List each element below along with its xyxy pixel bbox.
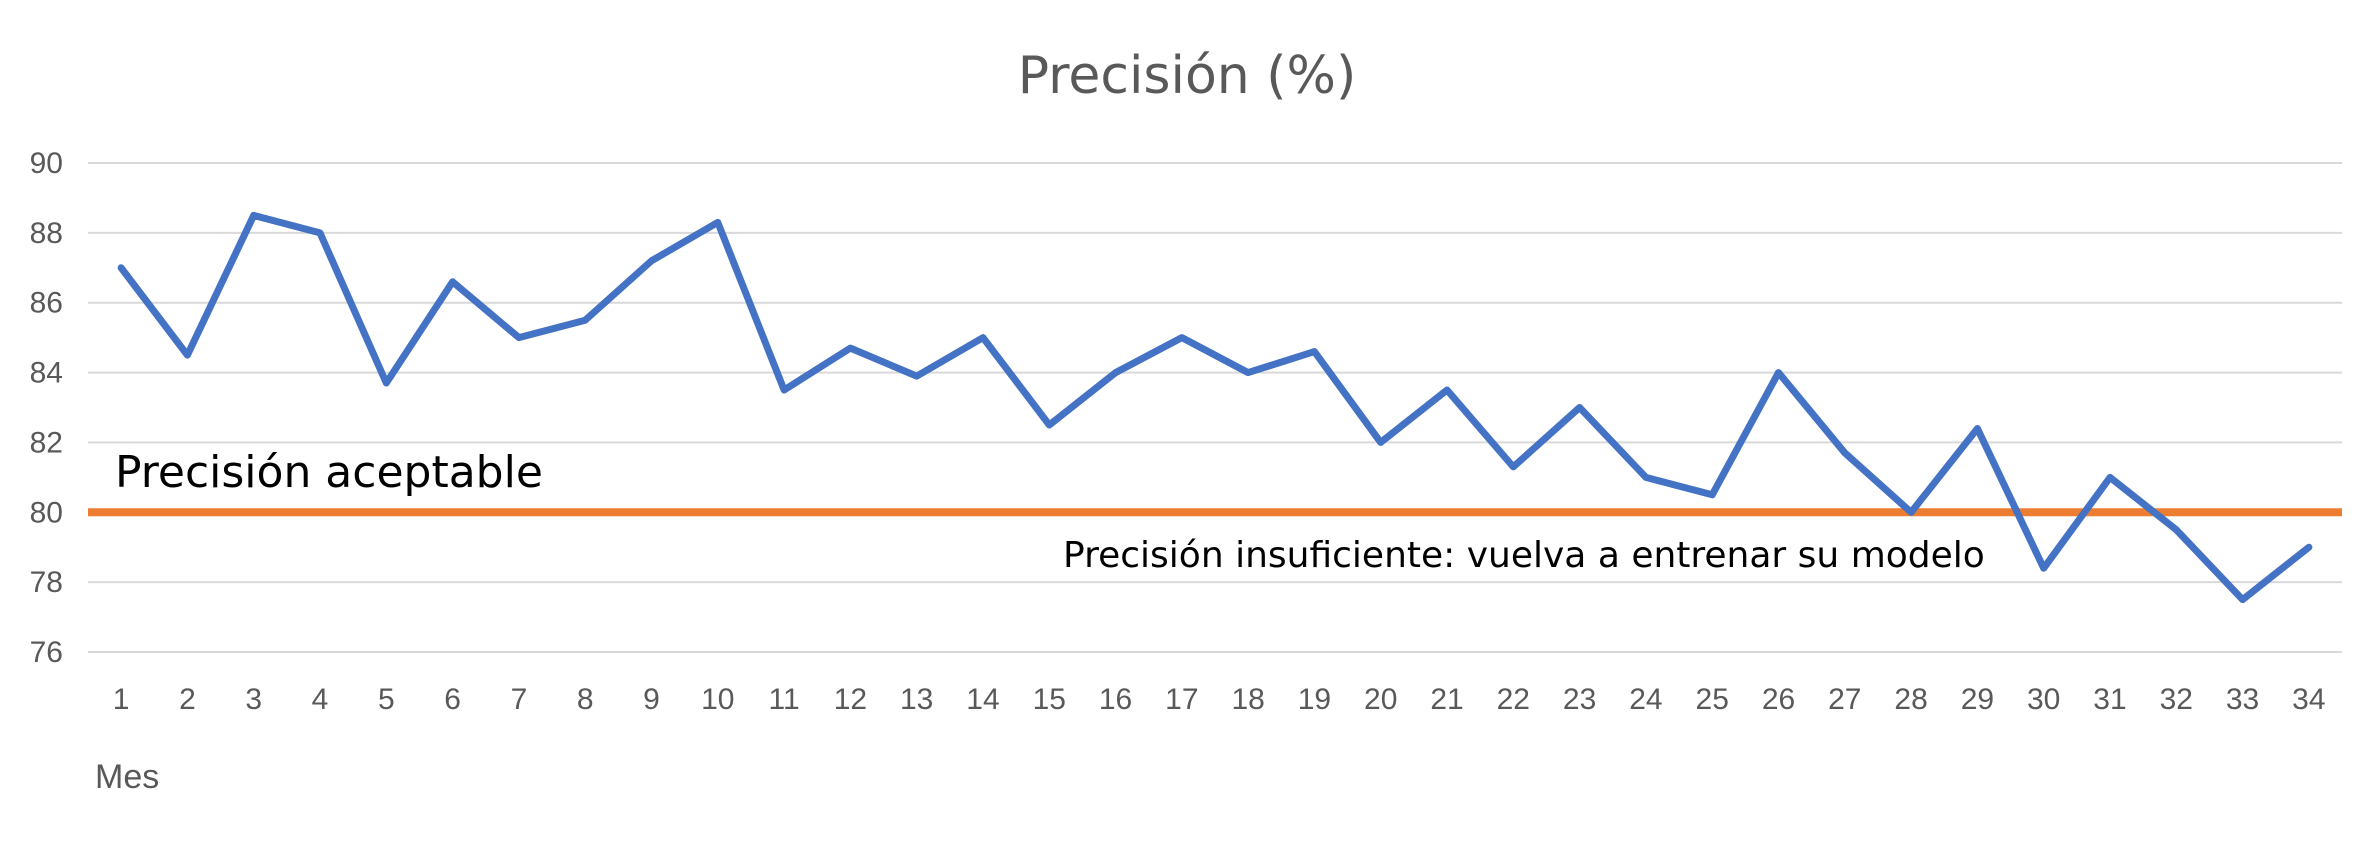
y-tick-label: 90 (30, 147, 63, 180)
y-tick-label: 86 (30, 287, 63, 320)
x-tick-label: 22 (1497, 683, 1530, 716)
x-tick-label: 28 (1894, 683, 1927, 716)
x-tick-label: 18 (1231, 683, 1264, 716)
y-tick-label: 76 (30, 636, 63, 669)
x-tick-label: 5 (378, 683, 395, 716)
y-axis-ticks: 76 78 80 82 84 86 88 90 (30, 147, 63, 669)
x-tick-label: 30 (2027, 683, 2060, 716)
x-tick-label: 24 (1629, 683, 1662, 716)
x-tick-label: 31 (2093, 683, 2126, 716)
y-tick-label: 80 (30, 496, 63, 529)
x-tick-label: 4 (312, 683, 329, 716)
x-tick-label: 32 (2160, 683, 2193, 716)
x-tick-label: 20 (1364, 683, 1397, 716)
x-tick-label: 7 (511, 683, 528, 716)
x-tick-label: 25 (1696, 683, 1729, 716)
x-tick-label: 10 (701, 683, 734, 716)
series-line (117, 211, 2313, 604)
y-tick-label: 88 (30, 217, 63, 250)
x-axis-ticks: 1 2 3 4 5 6 7 8 9 10 11 12 13 14 15 16 17 18 19 20 21 22 23 24 2… (113, 683, 2326, 716)
x-tick-label: 27 (1828, 683, 1861, 716)
x-tick-label: 2 (179, 683, 196, 716)
x-tick-label: 8 (577, 683, 594, 716)
insufficient-label: Precisión insuficiente: vuelva a entrena… (1063, 535, 1985, 576)
x-tick-label: 29 (1961, 683, 1994, 716)
x-tick-label: 3 (245, 683, 262, 716)
x-tick-label: 9 (643, 683, 660, 716)
y-tick-label: 78 (30, 566, 63, 599)
x-tick-label: 16 (1099, 683, 1132, 716)
x-tick-label: 34 (2292, 683, 2325, 716)
y-tick-label: 82 (30, 426, 63, 459)
x-tick-label: 17 (1165, 683, 1198, 716)
gridlines (88, 162, 2342, 653)
x-tick-label: 33 (2226, 683, 2259, 716)
x-tick-label: 19 (1298, 683, 1331, 716)
x-tick-label: 1 (113, 683, 130, 716)
chart-title: Precisión (%) (1018, 46, 1357, 106)
x-axis-label: Mes (95, 758, 159, 796)
x-tick-label: 14 (966, 683, 999, 716)
x-tick-label: 13 (900, 683, 933, 716)
x-tick-label: 15 (1033, 683, 1066, 716)
x-tick-label: 26 (1762, 683, 1795, 716)
x-tick-label: 23 (1563, 683, 1596, 716)
x-tick-label: 6 (444, 683, 461, 716)
x-tick-label: 21 (1430, 683, 1463, 716)
x-tick-label: 11 (769, 683, 800, 716)
y-tick-label: 84 (30, 357, 63, 390)
acceptable-label: Precisión aceptable (115, 447, 543, 498)
x-tick-label: 12 (834, 683, 867, 716)
